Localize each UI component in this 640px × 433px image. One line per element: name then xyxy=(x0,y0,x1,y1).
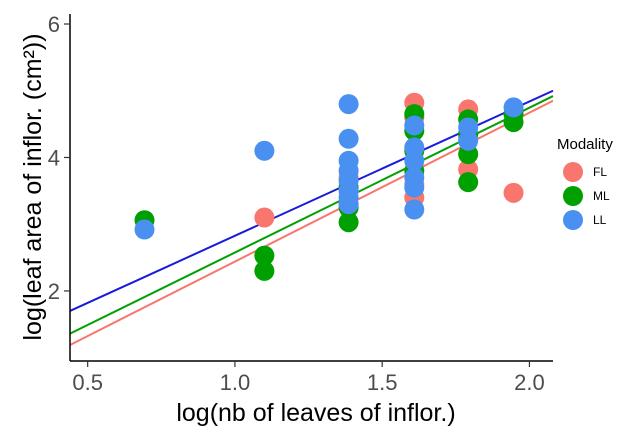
legend: Modality FL ML LL xyxy=(557,136,613,230)
y-tick-label: 6 xyxy=(48,12,60,37)
legend-key-fl xyxy=(563,162,583,182)
point-ml xyxy=(458,172,479,193)
legend-label-fl: FL xyxy=(593,165,607,179)
point-ll xyxy=(458,130,479,151)
axes: 0.5 1.0 1.5 2.0 2 4 6 xyxy=(48,12,553,395)
legend-label-ml: ML xyxy=(593,189,610,203)
y-tick-label: 2 xyxy=(48,279,60,304)
point-fl xyxy=(503,182,524,203)
y-axis-title: log(leaf area of inflor. (cm²)) xyxy=(19,33,47,340)
point-ml xyxy=(254,260,275,281)
point-ml xyxy=(254,245,275,266)
x-tick-label: 2.0 xyxy=(514,370,545,395)
data-points xyxy=(134,92,524,281)
point-ll xyxy=(404,115,425,136)
legend-key-ll xyxy=(563,210,583,230)
point-ll xyxy=(254,140,275,161)
point-ll xyxy=(338,94,359,115)
legend-key-ml xyxy=(563,186,583,206)
point-ll xyxy=(404,177,425,198)
x-tick-label: 0.5 xyxy=(72,370,103,395)
point-ll xyxy=(338,194,359,215)
point-ll xyxy=(338,128,359,149)
x-tick-label: 1.0 xyxy=(220,370,251,395)
point-ll xyxy=(503,97,524,118)
point-ll xyxy=(404,199,425,220)
x-tick-label: 1.5 xyxy=(367,370,398,395)
x-axis-title: log(nb of leaves of inflor.) xyxy=(176,399,455,427)
point-ll xyxy=(134,219,155,240)
point-ll xyxy=(404,150,425,171)
point-fl xyxy=(254,207,275,228)
legend-label-ll: LL xyxy=(593,213,607,227)
y-tick-label: 4 xyxy=(48,145,60,170)
legend-title: Modality xyxy=(557,136,613,153)
point-ml xyxy=(338,212,359,233)
